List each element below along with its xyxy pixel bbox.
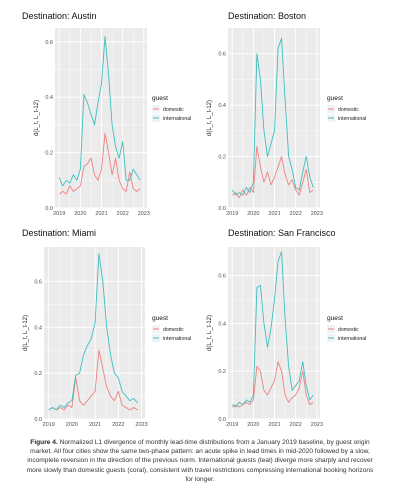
x-tick-label: 2019 [226, 211, 238, 217]
plot-background [44, 247, 145, 419]
legend-label-international: international [163, 336, 191, 342]
series-line-international [231, 251, 314, 408]
legend-label-domestic: domestic [338, 107, 359, 113]
series-line-domestic [231, 361, 314, 408]
y-tick-label: 0.0 [34, 417, 42, 423]
x-tick-label: 2021 [89, 422, 101, 428]
y-tick-label: 0.6 [34, 279, 42, 285]
series-line-domestic [58, 132, 141, 195]
series-line-domestic [48, 349, 138, 411]
chart-title: Destination: Boston [228, 11, 306, 21]
legend-label-international: international [338, 116, 366, 122]
caption-label: Figure 4. [30, 439, 58, 446]
legend-title: guest [327, 315, 343, 322]
y-axis-label: d(L_t, L_t-12) [207, 315, 213, 351]
series-line-international [48, 253, 138, 411]
chart-panel: Destination: Miami 0.0 0.2 0.4 0.6 2019 2020 20… [22, 228, 191, 428]
y-tick-label: 0.2 [34, 371, 42, 377]
y-tick-label: 0.4 [45, 95, 53, 101]
x-tick-label: 2019 [226, 422, 238, 428]
x-tick-label: 2022 [112, 422, 124, 428]
x-tick-label: 2019 [43, 422, 55, 428]
x-tick-label: 2023 [311, 211, 323, 217]
y-tick-label: 0.6 [45, 40, 53, 46]
y-tick-label: 0.0 [218, 206, 226, 212]
y-tick-label: 0.0 [45, 206, 53, 212]
x-tick-label: 2022 [290, 211, 302, 217]
legend-label-domestic: domestic [338, 327, 359, 333]
y-tick-label: 0.2 [45, 151, 53, 157]
y-tick-label: 0.0 [218, 417, 226, 423]
x-tick-label: 2019 [53, 211, 65, 217]
y-axis-label: d(L_t, L_t-12) [207, 100, 213, 136]
x-tick-label: 2023 [138, 211, 150, 217]
x-tick-label: 2021 [268, 422, 280, 428]
y-axis-label: d(L_t, L_t-12) [34, 100, 40, 136]
x-tick-label: 2021 [95, 211, 107, 217]
x-tick-label: 2022 [117, 211, 129, 217]
y-axis-label: d(L_t, L_t-12) [23, 315, 29, 351]
x-tick-label: 2020 [247, 211, 259, 217]
caption-text: Normalized L1 divergence of monthly lead… [26, 439, 374, 483]
x-tick-label: 2023 [311, 422, 323, 428]
chart-title: Destination: San Francisco [228, 228, 336, 238]
y-tick-label: 0.4 [218, 103, 226, 109]
y-tick-label: 0.4 [218, 321, 226, 327]
legend-label-domestic: domestic [163, 107, 184, 113]
plot-background [55, 28, 147, 208]
legend-title: guest [152, 315, 168, 322]
series-line-international [58, 35, 141, 187]
legend-label-international: international [163, 116, 191, 122]
series-line-international [231, 37, 314, 196]
series-line-domestic [231, 145, 314, 199]
chart-title: Destination: Austin [22, 11, 97, 21]
y-tick-label: 0.4 [34, 325, 42, 331]
chart-panel: Destination: San Francisco 0.0 0.2 0.4 0.6 20… [207, 228, 366, 428]
chart-panel: Destination: Boston 0.0 0.2 0.4 0.6 2019 2020 2… [207, 11, 366, 217]
y-tick-label: 0.6 [218, 274, 226, 280]
chart-title: Destination: Miami [22, 228, 96, 238]
figure-caption: Figure 4. Normalized L1 divergence of mo… [22, 438, 378, 484]
x-tick-label: 2020 [74, 211, 86, 217]
x-tick-label: 2020 [66, 422, 78, 428]
x-tick-label: 2023 [135, 422, 147, 428]
x-tick-label: 2020 [247, 422, 259, 428]
legend-label-domestic: domestic [163, 327, 184, 333]
chart-panel: Destination: Austin 0.0 0.2 0.4 0.6 2019 2020 2… [22, 11, 191, 217]
legend-title: guest [327, 95, 343, 102]
x-tick-label: 2021 [268, 211, 280, 217]
x-tick-label: 2022 [290, 422, 302, 428]
legend-label-international: international [338, 336, 366, 342]
y-tick-label: 0.6 [218, 52, 226, 58]
legend-title: guest [152, 95, 168, 102]
y-tick-label: 0.2 [218, 369, 226, 375]
y-tick-label: 0.2 [218, 155, 226, 161]
